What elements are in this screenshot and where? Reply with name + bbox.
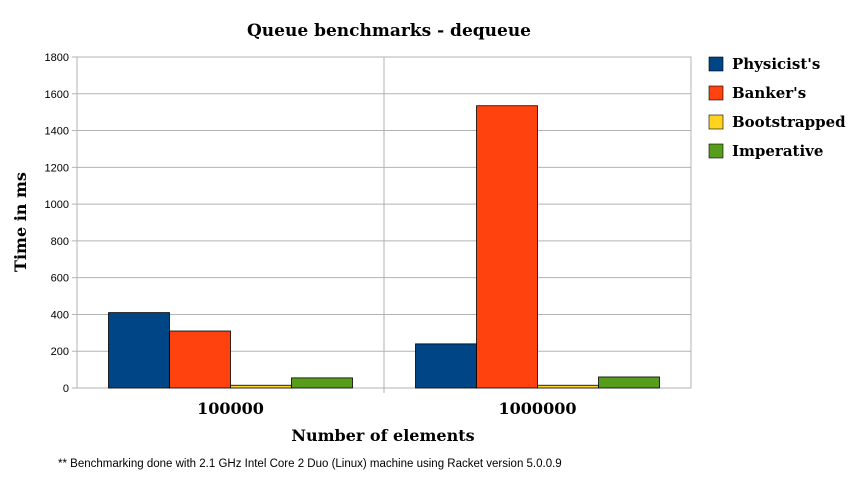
legend-label: Physicist's xyxy=(732,55,820,73)
y-tick-label: 200 xyxy=(51,346,69,358)
x-tick-label: 100000 xyxy=(197,399,264,418)
y-axis-title: Time in ms xyxy=(11,172,30,272)
legend-swatch xyxy=(708,85,724,101)
legend-label: Bootstrapped xyxy=(732,113,846,131)
y-tick-label: 400 xyxy=(51,309,69,321)
y-tick-label: 1200 xyxy=(45,162,69,174)
bar xyxy=(415,343,477,389)
y-tick-label: 800 xyxy=(51,236,69,248)
legend: Physicist's Banker's Bootstrapped Imperativ… xyxy=(708,55,846,160)
footnote: ** Benchmarking done with 2.1 GHz Intel … xyxy=(58,458,562,470)
legend-swatch xyxy=(708,56,724,72)
bar xyxy=(537,384,599,389)
bar xyxy=(476,105,538,389)
legend-swatch xyxy=(708,143,724,159)
legend-label: Imperative xyxy=(732,142,823,160)
bar xyxy=(169,330,231,389)
y-tick-label: 600 xyxy=(51,273,69,285)
bar xyxy=(230,384,292,389)
y-tick-label: 0 xyxy=(63,383,69,395)
legend-label: Banker's xyxy=(732,84,806,102)
chart-title: Queue benchmarks - dequeue xyxy=(247,21,531,41)
y-tick-label: 1800 xyxy=(45,52,69,64)
bar xyxy=(291,377,353,389)
x-axis-title: Number of elements xyxy=(291,426,474,445)
bar xyxy=(598,376,660,389)
bar xyxy=(108,312,170,389)
y-tick-label: 1400 xyxy=(45,126,69,138)
y-tick-label: 1600 xyxy=(45,89,69,101)
legend-swatch xyxy=(708,114,724,130)
x-tick-label: 1000000 xyxy=(499,399,577,418)
plot-area: 0 200 400 600 800 1000 1200 1400 1600 1800 100000 1… xyxy=(45,52,692,418)
y-tick-label: 1000 xyxy=(45,199,69,211)
